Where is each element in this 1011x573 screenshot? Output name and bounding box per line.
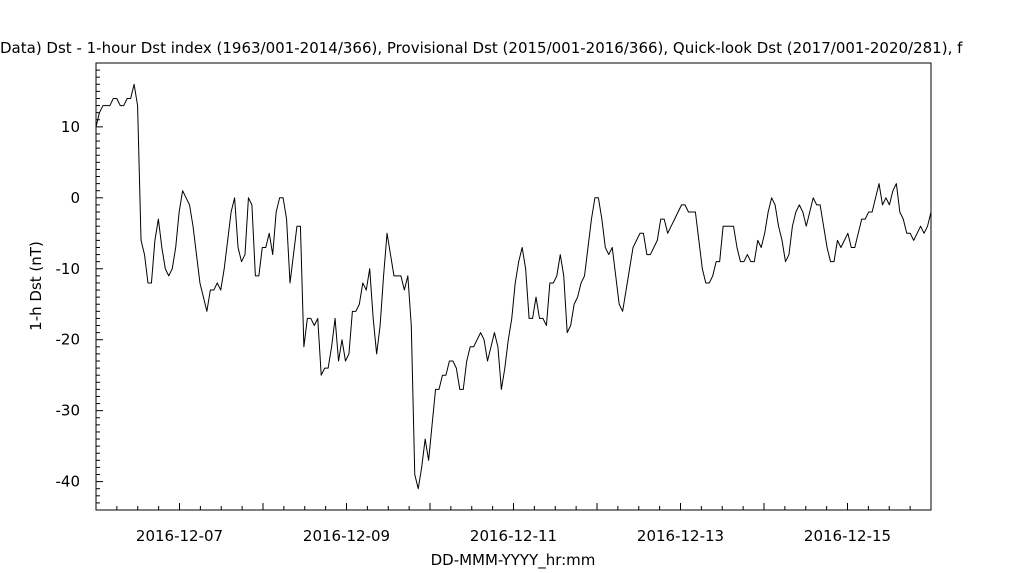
y-tick-label: -10 <box>56 260 81 278</box>
x-tick-label: 2016-12-11 <box>470 527 557 545</box>
y-axis-label: 1-h Dst (nT) <box>27 241 45 331</box>
y-tick-label: -30 <box>56 402 81 420</box>
y-tick-label: 0 <box>70 189 80 207</box>
y-tick-label: -40 <box>56 473 81 491</box>
series-line <box>95 83 932 490</box>
x-tick-label: 2016-12-13 <box>637 527 724 545</box>
y-axis: 10 0 -10 -20 -30 -40 <box>56 62 103 511</box>
x-axis-label: DD-MMM-YYYY_hr:mm <box>431 551 596 570</box>
x-axis: 2016-12-07 2016-12-09 2016-12-11 2016-12-13… <box>95 503 932 545</box>
y-tick-label: -20 <box>56 331 81 349</box>
series-layer <box>95 83 932 490</box>
x-tick-label: 2016-12-09 <box>303 527 390 545</box>
x-tick-label: 2016-12-07 <box>136 527 223 545</box>
chart-title: Data) Dst - 1-hour Dst index (1963/001-2… <box>0 39 963 57</box>
y-tick-label: 10 <box>61 118 80 136</box>
x-tick-label: 2016-12-15 <box>804 527 891 545</box>
